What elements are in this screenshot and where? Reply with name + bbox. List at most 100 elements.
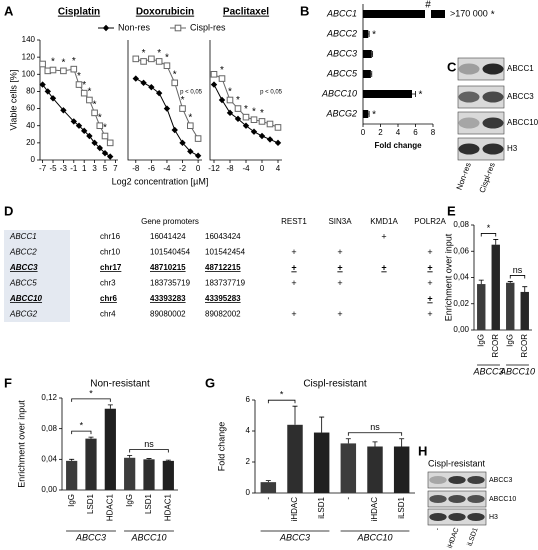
binding-mark: +: [337, 262, 342, 272]
blot-row-label: ABCC3: [507, 92, 534, 101]
y-tick-label: 0,00: [453, 325, 469, 334]
bar: [313, 432, 330, 493]
blot-strip: [457, 137, 505, 161]
binding-mark: +: [381, 262, 386, 272]
binding-mark: +: [427, 247, 432, 257]
point: [274, 124, 282, 131]
bracket: [509, 275, 526, 279]
x-tick-label: 0: [196, 164, 201, 173]
x-tick-label: iHDAC: [370, 497, 379, 522]
point: [274, 139, 282, 147]
point: [148, 83, 155, 91]
x-tick-label: HDAC1: [163, 493, 172, 521]
significance: *: [157, 48, 161, 59]
table-header: KMD1A: [370, 217, 398, 226]
group-label: ABCC10: [130, 532, 166, 542]
x-tick-label: IgG: [125, 494, 134, 507]
chromosome: chr6: [100, 294, 117, 303]
chromosome: chr17: [100, 263, 122, 272]
chart-title: Cispl-resistant: [303, 379, 367, 390]
blot-band: [429, 513, 447, 521]
point: [81, 127, 88, 135]
binding-mark: +: [291, 309, 296, 319]
x-tick-label: IgG: [505, 334, 514, 347]
point: [75, 122, 83, 129]
end-position: 101542454: [205, 248, 246, 257]
panel-label: A: [4, 3, 14, 18]
blot-band: [458, 91, 480, 103]
x-tick-label: 1: [82, 164, 87, 173]
annotation: p < 0,05: [260, 90, 283, 96]
panel-label: H: [418, 443, 427, 458]
error-bar: [522, 286, 528, 292]
chromosome: chr4: [100, 310, 116, 319]
x-tick-label: 5: [103, 164, 108, 173]
error-bar: [345, 438, 351, 444]
point: [91, 139, 98, 147]
group-label: ABCC3: [75, 532, 106, 542]
bracket: [480, 233, 497, 237]
chart-title: Doxorubicin: [136, 7, 194, 18]
x-tick-label: RCOR: [520, 334, 529, 358]
point: [266, 136, 274, 143]
binding-mark: +: [291, 262, 296, 272]
significance: *: [228, 87, 232, 98]
significance: *: [280, 390, 284, 400]
bar: [363, 50, 372, 58]
point: [70, 118, 77, 125]
panel-label: F: [4, 375, 12, 390]
significance: *: [252, 106, 256, 117]
point: [101, 149, 109, 157]
significance: *: [260, 108, 264, 119]
point: [163, 62, 171, 70]
x-tick-label: -5: [49, 164, 57, 173]
point: [187, 148, 194, 155]
binding-mark: +: [427, 293, 432, 303]
x-tick-label: IgG: [67, 494, 76, 507]
table-header: REST1: [281, 217, 307, 226]
bar: [506, 282, 515, 330]
x-tick-label: -8: [132, 164, 140, 173]
x-tick-label: -: [263, 497, 272, 500]
end-position: 43395283: [205, 294, 241, 303]
x-tick-label: 7: [113, 164, 118, 173]
y-tick-label: 2: [246, 457, 251, 466]
x-axis-label: Log2 concentration [µM]: [112, 176, 209, 186]
point: [102, 24, 110, 32]
blot-lane-label: -: [434, 526, 442, 531]
significance: *: [220, 65, 224, 76]
group-label: ABCC10: [499, 366, 535, 376]
error-bar: [88, 436, 94, 439]
point: [226, 109, 234, 117]
point: [163, 105, 171, 112]
group-label: ABCC10: [356, 532, 392, 542]
significance: *: [89, 388, 93, 398]
point: [96, 122, 104, 130]
y-tick-label: 0,00: [41, 485, 57, 494]
binding-mark: +: [337, 309, 342, 319]
y-tick-label: 0,08: [41, 424, 57, 433]
value-label: >170 000: [450, 8, 488, 18]
x-tick-label: 8: [431, 128, 436, 137]
end-position: 183737719: [205, 279, 246, 288]
bracket: [71, 398, 111, 402]
significance: *: [372, 110, 376, 121]
point: [194, 135, 202, 142]
x-tick-label: -6: [148, 164, 156, 173]
y-tick-label: 0: [246, 488, 251, 497]
binding-mark: +: [337, 247, 342, 257]
gene-name: ABCC3: [9, 263, 38, 272]
x-tick-label: HDAC1: [105, 493, 114, 521]
y-tick-label: 0: [31, 155, 36, 164]
y-tick-label: 0,12: [41, 393, 57, 402]
point: [132, 75, 139, 82]
point: [86, 132, 93, 140]
bar: [124, 457, 136, 490]
y-tick-label: 0,06: [453, 246, 469, 255]
significance: *: [188, 112, 192, 123]
y-tick-label: 0,04: [41, 454, 57, 463]
significance: *: [487, 223, 491, 233]
chart-title: Non-resistant: [90, 379, 150, 390]
significance: *: [244, 104, 248, 115]
